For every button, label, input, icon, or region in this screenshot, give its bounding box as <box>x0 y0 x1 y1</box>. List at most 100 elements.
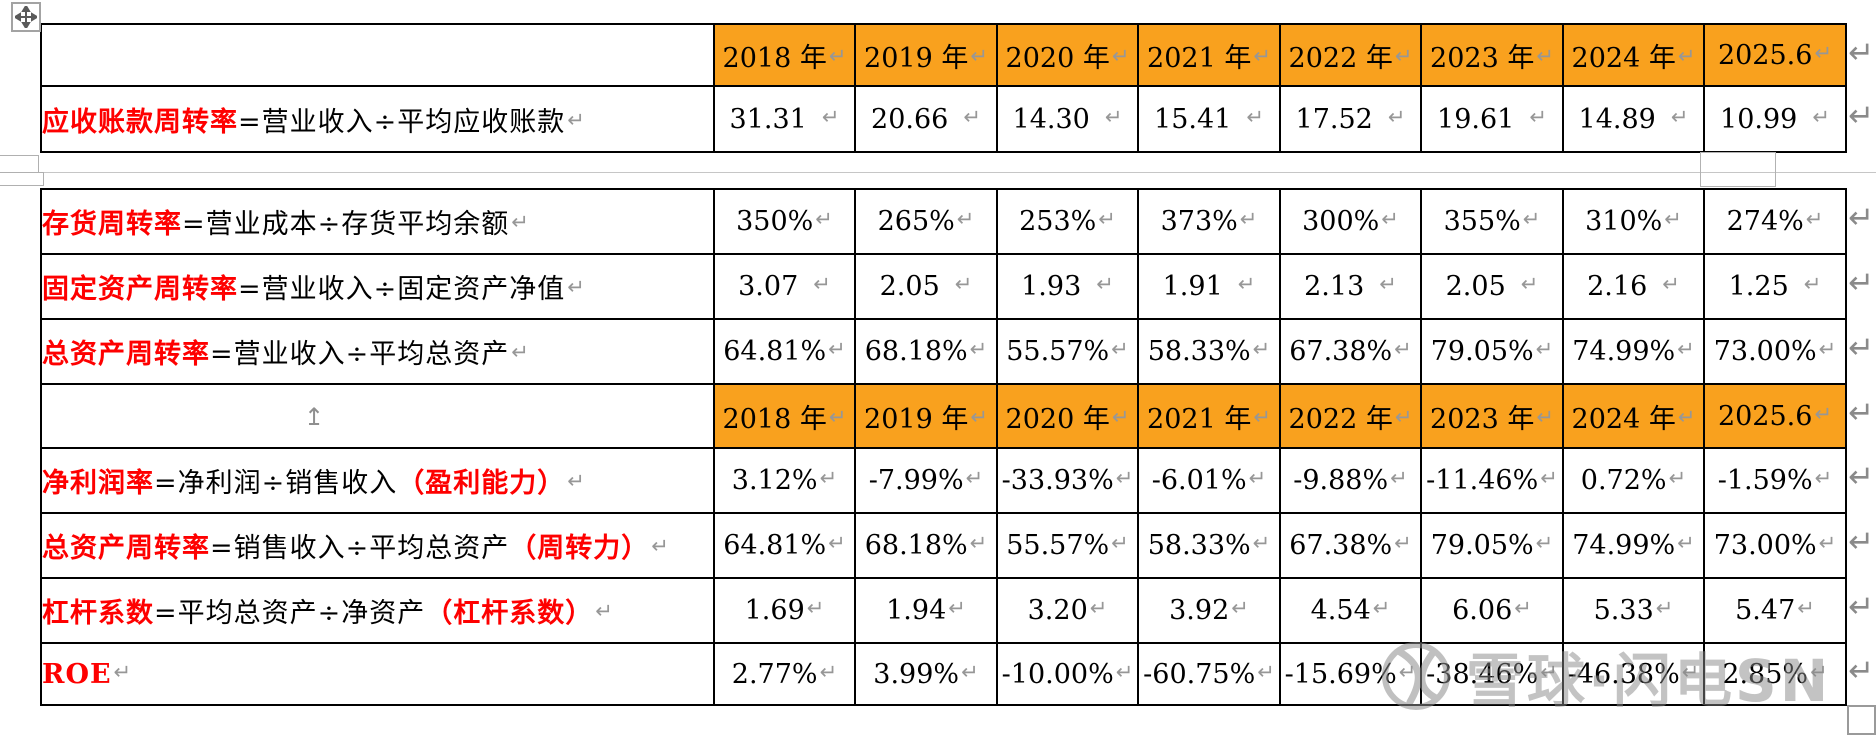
table-row-receivables-turnover: 应收账款周转率=营业收入÷平均应收账款↵ 31.31 ↵ 20.66 ↵ 14.30… <box>40 85 1847 153</box>
pilcrow-mark: ↵ <box>821 104 840 129</box>
table-move-handle[interactable] <box>11 2 41 32</box>
pilcrow-mark: ↵ <box>651 534 670 558</box>
year-cell: 2020 年↵ <box>996 383 1139 449</box>
pilcrow-mark: ↵ <box>969 531 988 555</box>
pilcrow-mark: ↵ <box>1803 272 1822 296</box>
up-paragraph-mark: ↥ <box>304 402 325 431</box>
value-cell: 3.92↵ <box>1137 577 1281 644</box>
value-cell: 20.66 ↵ <box>854 85 998 153</box>
year-cell: 2018 年↵ <box>713 383 856 449</box>
pilcrow-mark: ↵ <box>1540 466 1558 490</box>
year-cell: 2025.6↵ <box>1703 383 1847 449</box>
value-cell: 265%↵ <box>854 188 998 255</box>
pilcrow-mark: ↵ <box>1248 466 1267 490</box>
pilcrow-mark: ↵ <box>1394 337 1412 361</box>
pilcrow-mark: ↵ <box>954 272 973 296</box>
pilcrow-mark: ↵ <box>1390 466 1408 490</box>
value-cell: 2.16 ↵ <box>1562 253 1705 320</box>
pilcrow-mark: ↵ <box>1664 207 1682 231</box>
pilcrow-mark: ↵ <box>828 531 846 555</box>
value-cell: 274%↵ <box>1703 188 1847 255</box>
pilcrow-mark: ↵ <box>965 466 984 490</box>
value-cell: 1.69↵ <box>713 577 856 644</box>
value-cell: 355%↵ <box>1420 188 1564 255</box>
value-cell: 253%↵ <box>996 188 1139 255</box>
year-cell: 2020 年↵ <box>996 23 1139 87</box>
pilcrow-mark: ↵ <box>828 43 847 68</box>
pilcrow-mark: ↵ <box>1096 272 1114 296</box>
margin-box <box>0 155 39 173</box>
pilcrow-mark: ↵ <box>969 337 988 361</box>
value-cell: 14.89 ↵ <box>1562 85 1705 153</box>
year-header-row-2: ↥ 2018 年↵ 2019 年↵ 2020 年↵ 2021 年↵ 2022 年… <box>40 383 1847 449</box>
value-cell: 68.18%↵ <box>854 512 998 579</box>
pilcrow-mark: ↵ <box>1514 596 1532 620</box>
table-row-inventory-turnover: 存货周转率=营业成本÷存货平均余额↵ 350%↵ 265%↵ 253%↵ 373… <box>40 188 1847 255</box>
pilcrow-mark: ↵ <box>511 340 530 364</box>
gap-gridline <box>0 172 1876 173</box>
end-of-row-mark: ↵ <box>1848 265 1874 301</box>
pilcrow-mark: ↵ <box>970 43 988 68</box>
end-of-row-mark: ↵ <box>1848 524 1874 560</box>
value-cell: 350%↵ <box>713 188 856 255</box>
year-cell: 2025.6↵ <box>1703 23 1847 87</box>
value-cell: 55.57%↵ <box>996 318 1139 385</box>
ratio-table-bottom: 存货周转率=营业成本÷存货平均余额↵ 350%↵ 265%↵ 253%↵ 373… <box>40 188 1847 706</box>
value-cell: 10.99 ↵ <box>1703 85 1847 153</box>
value-cell: -11.46%↵ <box>1420 447 1564 514</box>
pilcrow-mark: ↵ <box>1111 531 1129 555</box>
value-cell: 58.33%↵ <box>1137 512 1281 579</box>
value-cell: 5.33↵ <box>1562 577 1705 644</box>
value-cell: 79.05%↵ <box>1420 318 1564 385</box>
year-cell: 2022 年↵ <box>1279 23 1422 87</box>
pilcrow-mark: ↵ <box>1812 104 1830 129</box>
year-cell: 2019 年↵ <box>854 23 998 87</box>
value-cell: 73.00%↵ <box>1703 318 1847 385</box>
value-cell: 67.38%↵ <box>1279 512 1422 579</box>
value-cell: 1.94↵ <box>854 577 998 644</box>
pilcrow-mark: ↵ <box>1681 659 1700 684</box>
year-cell: 2023 年↵ <box>1420 23 1564 87</box>
pilcrow-mark: ↵ <box>819 659 838 684</box>
value-cell: 74.99%↵ <box>1562 318 1705 385</box>
pilcrow-mark: ↵ <box>595 599 614 623</box>
pilcrow-mark: ↵ <box>1237 272 1256 296</box>
pilcrow-mark: ↵ <box>567 469 586 493</box>
end-of-row-mark: ↵ <box>1848 653 1874 689</box>
pilcrow-mark: ↵ <box>1398 659 1417 684</box>
year-cell: 2021 年↵ <box>1137 383 1281 449</box>
pilcrow-mark: ↵ <box>1535 337 1554 361</box>
value-cell: 19.61 ↵ <box>1420 85 1564 153</box>
pilcrow-mark: ↵ <box>1111 43 1130 68</box>
pilcrow-mark: ↵ <box>961 659 979 684</box>
value-cell: 5.47↵ <box>1703 577 1847 644</box>
pilcrow-mark: ↵ <box>1529 104 1547 129</box>
pilcrow-mark: ↵ <box>1379 272 1397 296</box>
value-cell: -15.69%↵ <box>1279 642 1422 706</box>
value-cell: -7.99%↵ <box>854 447 998 514</box>
pilcrow-mark: ↵ <box>1818 337 1837 361</box>
value-cell: -10.00%↵ <box>996 642 1139 706</box>
pilcrow-mark: ↵ <box>1111 337 1129 361</box>
empty-label-cell: ↥ <box>40 383 715 449</box>
pilcrow-mark: ↵ <box>815 207 833 231</box>
value-cell: 1.91 ↵ <box>1137 253 1281 320</box>
table-resize-handle[interactable] <box>1847 705 1876 735</box>
value-cell: 6.06↵ <box>1420 577 1564 644</box>
end-of-row-mark: ↵ <box>1848 330 1874 366</box>
table-row-fixed-asset-turnover: 固定资产周转率=营业收入÷固定资产净值↵ 3.07 ↵ 2.05 ↵ 1.93 ↵ 1… <box>40 253 1847 320</box>
value-cell: 310%↵ <box>1562 188 1705 255</box>
pilcrow-mark: ↵ <box>1372 596 1391 620</box>
pilcrow-mark: ↵ <box>1252 531 1271 555</box>
pilcrow-mark: ↵ <box>113 659 133 684</box>
pilcrow-mark: ↵ <box>1381 207 1399 231</box>
value-cell: 2.13 ↵ <box>1279 253 1422 320</box>
pilcrow-mark: ↵ <box>1394 531 1412 555</box>
value-cell: 58.33%↵ <box>1137 318 1281 385</box>
year-cell: 2018 年↵ <box>713 23 856 87</box>
pilcrow-mark: ↵ <box>1252 337 1271 361</box>
value-cell: 2.05 ↵ <box>1420 253 1564 320</box>
pilcrow-mark: ↵ <box>1655 596 1674 620</box>
pilcrow-mark: ↵ <box>1257 659 1275 684</box>
pilcrow-mark: ↵ <box>813 272 831 296</box>
